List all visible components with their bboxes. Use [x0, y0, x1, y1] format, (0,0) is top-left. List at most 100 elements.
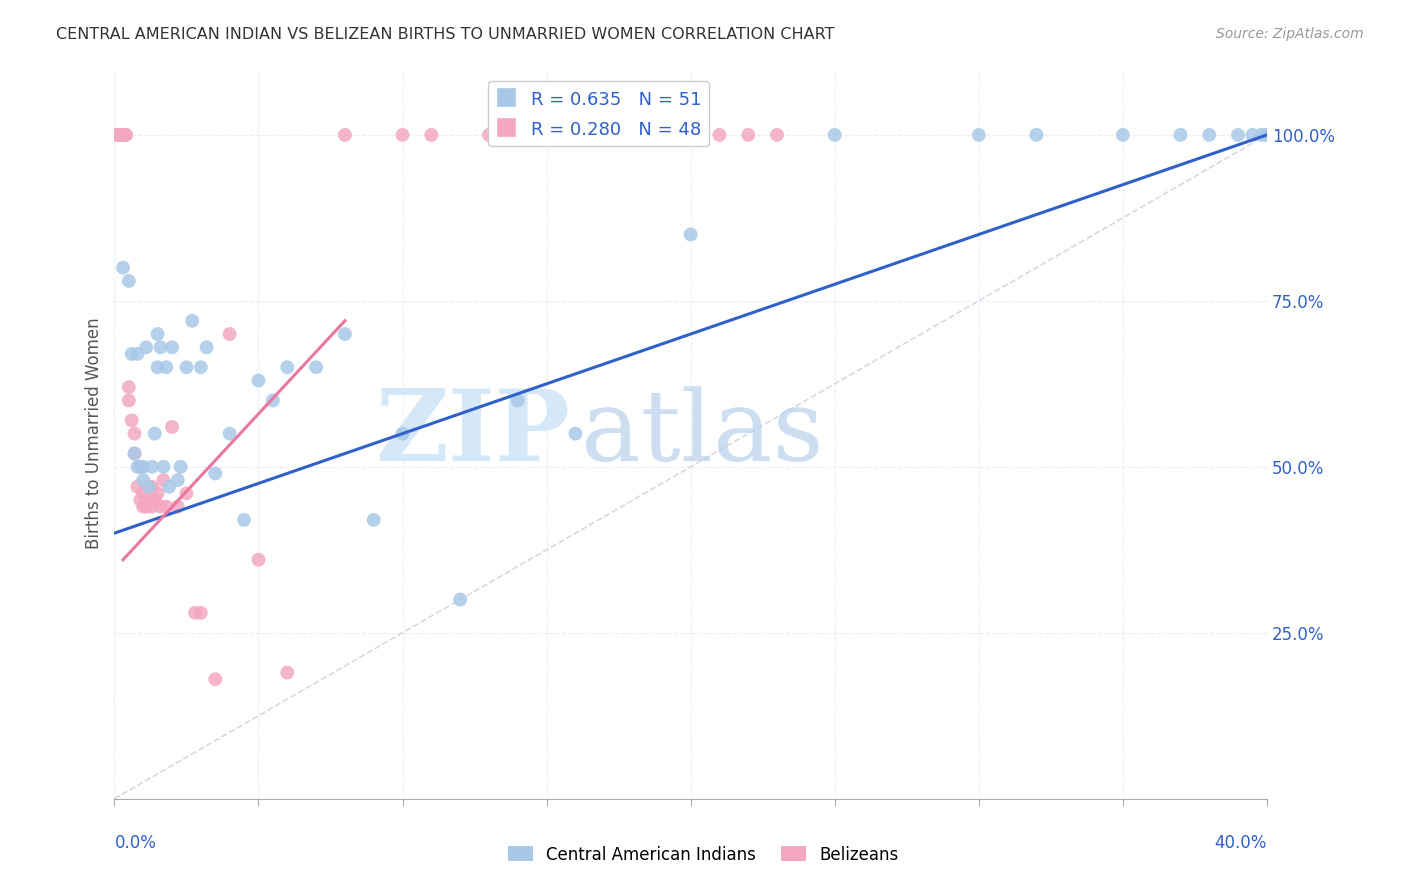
Text: atlas: atlas	[581, 385, 824, 482]
Point	[138, 493, 160, 508]
Point	[146, 486, 169, 500]
Point	[112, 128, 135, 142]
Point	[1256, 128, 1278, 142]
Point	[564, 426, 586, 441]
Point	[449, 592, 471, 607]
Point	[184, 606, 207, 620]
Point	[166, 500, 188, 514]
Point	[132, 500, 155, 514]
Point	[127, 459, 149, 474]
Point	[127, 480, 149, 494]
Point	[135, 340, 157, 354]
Text: 40.0%: 40.0%	[1215, 834, 1267, 853]
Point	[333, 326, 356, 341]
Point	[679, 227, 702, 242]
Text: 0.0%: 0.0%	[114, 834, 156, 853]
Point	[105, 128, 128, 142]
Point	[121, 347, 143, 361]
Point	[766, 128, 789, 142]
Point	[363, 513, 385, 527]
Point	[564, 128, 586, 142]
Point	[152, 473, 174, 487]
Point	[824, 128, 846, 142]
Point	[160, 340, 183, 354]
Point	[195, 340, 218, 354]
Point	[118, 393, 141, 408]
Point	[118, 274, 141, 288]
Point	[1241, 128, 1264, 142]
Point	[149, 340, 172, 354]
Point	[333, 128, 356, 142]
Point	[121, 413, 143, 427]
Point	[1227, 128, 1250, 142]
Point	[391, 426, 413, 441]
Point	[141, 459, 163, 474]
Point	[276, 360, 298, 375]
Point	[621, 128, 644, 142]
Point	[112, 128, 135, 142]
Point	[218, 426, 240, 441]
Point	[138, 480, 160, 494]
Legend: R = 0.635   N = 51, R = 0.280   N = 48: R = 0.635 N = 51, R = 0.280 N = 48	[488, 81, 709, 146]
Point	[166, 473, 188, 487]
Point	[115, 128, 138, 142]
Point	[1112, 128, 1135, 142]
Point	[218, 326, 240, 341]
Point	[112, 260, 135, 275]
Point	[204, 467, 226, 481]
Point	[127, 347, 149, 361]
Point	[141, 500, 163, 514]
Point	[155, 500, 177, 514]
Point	[135, 500, 157, 514]
Point	[143, 493, 166, 508]
Point	[190, 360, 212, 375]
Point	[651, 128, 673, 142]
Point	[305, 360, 328, 375]
Point	[536, 128, 558, 142]
Point	[115, 128, 138, 142]
Point	[967, 128, 990, 142]
Point	[129, 459, 152, 474]
Point	[391, 128, 413, 142]
Point	[170, 459, 193, 474]
Point	[105, 128, 128, 142]
Point	[108, 128, 131, 142]
Text: CENTRAL AMERICAN INDIAN VS BELIZEAN BIRTHS TO UNMARRIED WOMEN CORRELATION CHART: CENTRAL AMERICAN INDIAN VS BELIZEAN BIRT…	[56, 27, 835, 42]
Point	[152, 459, 174, 474]
Point	[129, 493, 152, 508]
Point	[143, 426, 166, 441]
Point	[737, 128, 759, 142]
Point	[146, 360, 169, 375]
Point	[132, 459, 155, 474]
Point	[593, 128, 616, 142]
Point	[149, 500, 172, 514]
Legend: Central American Indians, Belizeans: Central American Indians, Belizeans	[501, 839, 905, 871]
Point	[124, 426, 146, 441]
Point	[160, 420, 183, 434]
Point	[155, 360, 177, 375]
Point	[262, 393, 284, 408]
Point	[276, 665, 298, 680]
Point	[1250, 128, 1272, 142]
Point	[1025, 128, 1047, 142]
Point	[420, 128, 443, 142]
Point	[176, 486, 198, 500]
Point	[181, 314, 204, 328]
Point	[233, 513, 256, 527]
Text: Source: ZipAtlas.com: Source: ZipAtlas.com	[1216, 27, 1364, 41]
Point	[124, 446, 146, 460]
Point	[132, 486, 155, 500]
Point	[1256, 128, 1278, 142]
Point	[157, 480, 180, 494]
Point	[247, 552, 270, 566]
Point	[141, 480, 163, 494]
Point	[124, 446, 146, 460]
Point	[506, 393, 529, 408]
Text: ZIP: ZIP	[375, 385, 569, 482]
Point	[132, 473, 155, 487]
Point	[247, 374, 270, 388]
Point	[146, 326, 169, 341]
Point	[190, 606, 212, 620]
Point	[679, 128, 702, 142]
Point	[709, 128, 731, 142]
